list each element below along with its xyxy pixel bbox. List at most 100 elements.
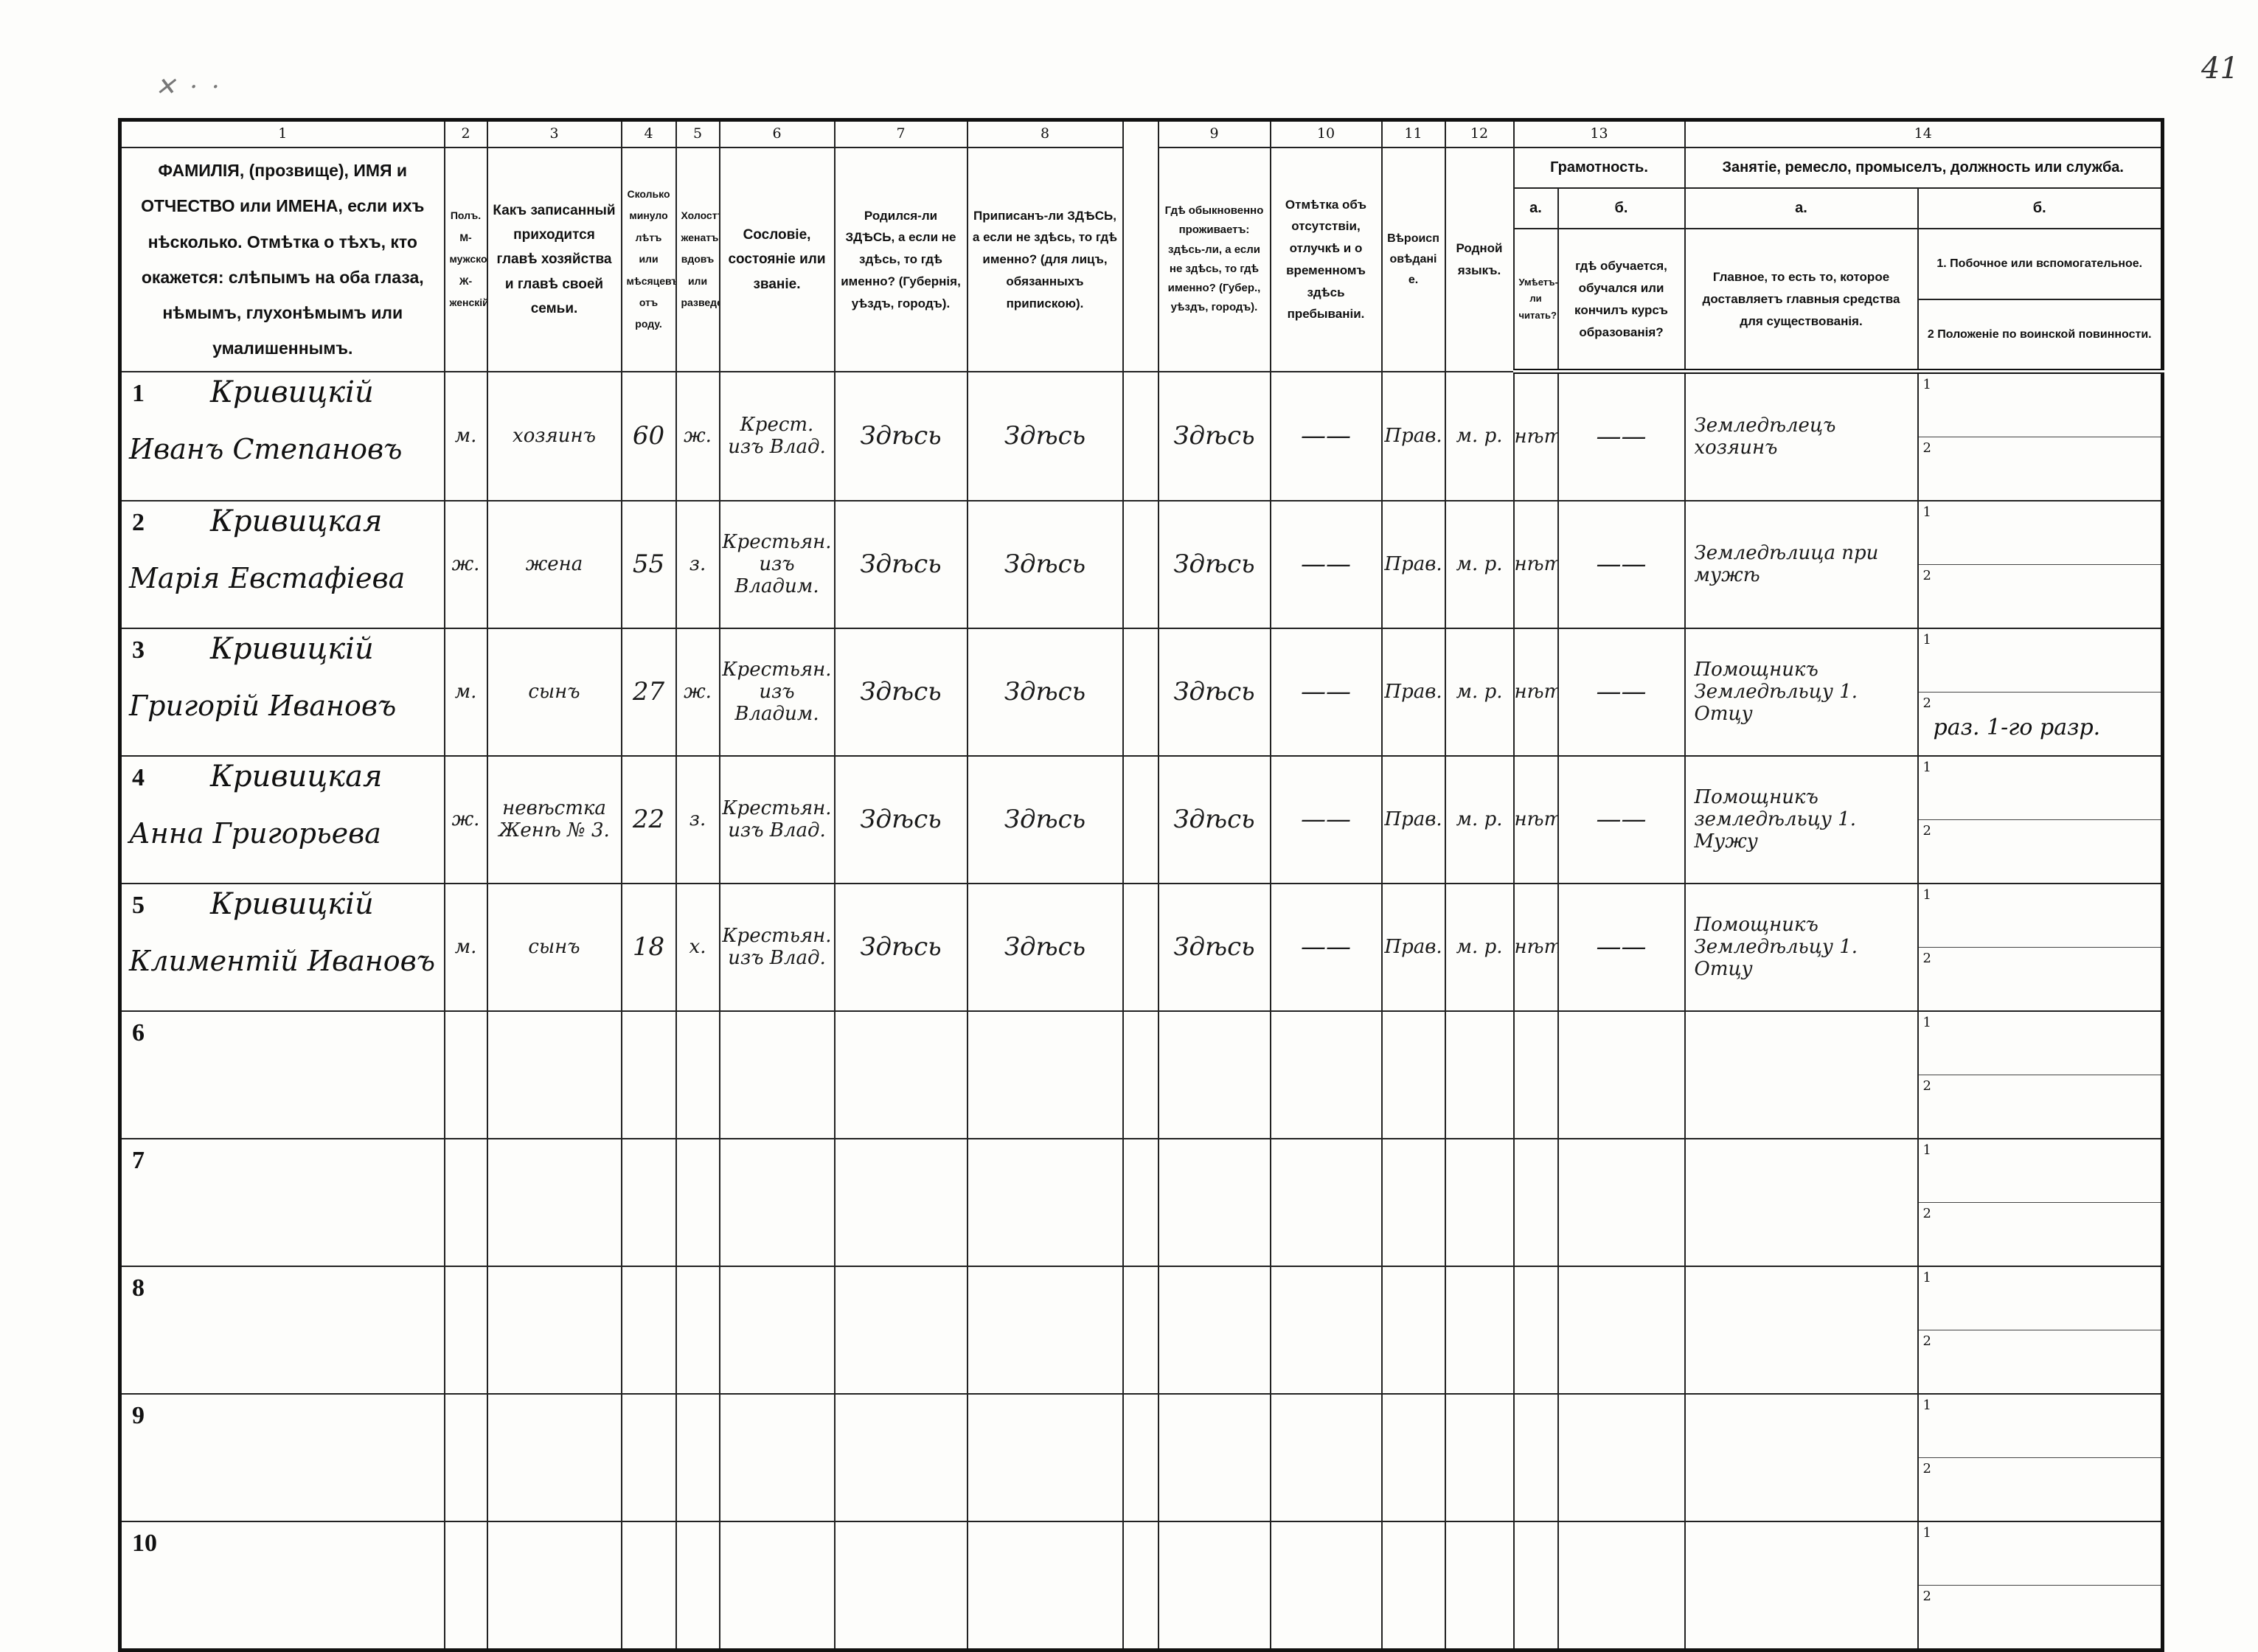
header-titles-row: ФАМИЛІЯ, (прозвище), ИМЯ и ОТЧЕСТВО или … bbox=[119, 146, 2164, 372]
header-registered: Приписанъ-ли ЗДѢСЬ, а если не здѣсь, то … bbox=[966, 147, 1124, 372]
marital-cell bbox=[675, 1393, 720, 1523]
line-label: 2 bbox=[1922, 1588, 1931, 1604]
birthplace-cell: Здѣсь bbox=[833, 755, 968, 885]
row-number: 9 bbox=[132, 1402, 145, 1430]
birthplace-cell: Здѣсь bbox=[833, 370, 968, 502]
military-status-line: 2 раз. 1-го разр. bbox=[1920, 693, 2161, 755]
gutter-cell bbox=[1122, 628, 1159, 757]
table-row: 4 Кривицкая Анна Григорьева ж. невѣстка Женѣ… bbox=[119, 755, 2164, 885]
row-number: 7 bbox=[132, 1147, 145, 1175]
education-cell: —— bbox=[1557, 883, 1686, 1013]
sex-cell bbox=[443, 1393, 488, 1523]
surname: Кривицкая bbox=[210, 504, 383, 539]
name-cell: 1 Кривицкій Иванъ Степановъ bbox=[119, 370, 445, 502]
religion-cell: Прав. bbox=[1380, 628, 1446, 757]
header-main-occupation: Главное, то есть то, которое доставляетъ… bbox=[1684, 228, 1919, 375]
age-cell: 18 bbox=[620, 883, 677, 1013]
gutter-cell bbox=[1122, 370, 1159, 502]
literacy-cell: нѣтъ bbox=[1512, 755, 1559, 885]
literacy-cell bbox=[1512, 1010, 1559, 1140]
language-cell: м. р. bbox=[1444, 628, 1515, 757]
name-cell: 8 bbox=[119, 1266, 445, 1395]
estate-cell: Крестьян. изъ Владим. bbox=[718, 628, 836, 757]
col-number-5: 5 bbox=[675, 119, 720, 148]
table-header: 1 2 3 4 5 6 7 8 9 10 11 12 13 14 ФАМИЛІЯ… bbox=[119, 119, 2164, 375]
language-cell: м. р. bbox=[1444, 883, 1515, 1013]
table-row: 2 Кривицкая Марія Евстафіева ж. жена 55 з. Крес… bbox=[119, 500, 2164, 630]
relation-cell bbox=[486, 1010, 622, 1140]
gutter-cell bbox=[1122, 1521, 1159, 1651]
col-number-11: 11 bbox=[1380, 119, 1446, 148]
education-cell bbox=[1557, 1521, 1686, 1651]
birthplace-cell bbox=[833, 1393, 968, 1523]
absence-cell: —— bbox=[1269, 755, 1383, 885]
sex-cell: м. bbox=[443, 370, 488, 502]
age-cell: 60 bbox=[620, 370, 677, 502]
secondary-occupation-cell: 1 2 bbox=[1917, 1010, 2164, 1140]
given-name-patronymic: Климентій Ивановъ bbox=[129, 945, 436, 978]
religion-cell bbox=[1380, 1521, 1446, 1651]
line-label: 2 bbox=[1922, 1333, 1931, 1349]
registered-cell: Здѣсь bbox=[966, 628, 1124, 757]
header-13a-label: а. bbox=[1512, 187, 1559, 230]
line-label: 2 bbox=[1922, 950, 1931, 966]
age-cell bbox=[620, 1138, 677, 1268]
surname: Кривицкій bbox=[210, 887, 374, 922]
secondary-occupation-line: 1 bbox=[1919, 1523, 2161, 1586]
language-cell bbox=[1444, 1266, 1515, 1395]
absence-cell bbox=[1269, 1393, 1383, 1523]
religion-cell bbox=[1380, 1266, 1446, 1395]
estate-cell bbox=[718, 1266, 836, 1395]
line-label: 1 bbox=[1922, 1398, 1931, 1414]
table-row: 10 1 2 bbox=[119, 1521, 2164, 1651]
row-number: 1 bbox=[132, 379, 145, 407]
relation-cell bbox=[486, 1521, 622, 1651]
line-label: 2 bbox=[1922, 695, 1931, 711]
line-label: 1 bbox=[1922, 1015, 1931, 1031]
margin-marks: ✕ · · bbox=[155, 72, 223, 102]
language-cell bbox=[1444, 1010, 1515, 1140]
occupation-cell: Земледѣлица при мужѣ bbox=[1684, 500, 1919, 630]
row-number: 3 bbox=[132, 636, 145, 664]
occupation-cell bbox=[1684, 1010, 1919, 1140]
religion-cell bbox=[1380, 1010, 1446, 1140]
gutter-cell bbox=[1122, 1010, 1159, 1140]
relation-cell: жена bbox=[486, 500, 622, 630]
line-label: 2 bbox=[1922, 1205, 1931, 1221]
occupation-cell bbox=[1684, 1138, 1919, 1268]
line-label: 1 bbox=[1922, 760, 1931, 776]
page-number: 41 bbox=[2201, 52, 2239, 86]
header-marital: Холостъ, женатъ, вдовъ или разведенъ. bbox=[675, 147, 720, 372]
marital-cell: х. bbox=[675, 883, 720, 1013]
marital-cell: ж. bbox=[675, 628, 720, 757]
registered-cell bbox=[966, 1521, 1124, 1651]
col-number-14: 14 bbox=[1684, 119, 2164, 148]
military-status-line: 2 bbox=[1920, 820, 2161, 883]
gutter-cell bbox=[1122, 755, 1159, 885]
row-number: 10 bbox=[132, 1530, 157, 1558]
relation-cell: сынъ bbox=[486, 883, 622, 1013]
col-number-9: 9 bbox=[1157, 119, 1271, 148]
sex-cell: м. bbox=[443, 628, 488, 757]
header-language: Родной языкъ. bbox=[1444, 147, 1515, 372]
estate-cell: Крестьян. изъ Владим. bbox=[718, 500, 836, 630]
military-status-line: 2 bbox=[1920, 437, 2161, 500]
estate-cell: Крестьян. изъ Влад. bbox=[718, 883, 836, 1013]
secondary-occupation-cell: 1 2 bbox=[1917, 1393, 2164, 1523]
line-label: 1 bbox=[1922, 377, 1931, 393]
table-row: 7 1 2 bbox=[119, 1138, 2164, 1268]
line-label: 2 bbox=[1922, 567, 1931, 583]
table-row: 5 Кривицкій Климентій Ивановъ м. сынъ 18 х. Кре… bbox=[119, 883, 2164, 1013]
line-label: 2 bbox=[1922, 822, 1931, 839]
registered-cell: Здѣсь bbox=[966, 370, 1124, 502]
absence-cell bbox=[1269, 1138, 1383, 1268]
sex-cell bbox=[443, 1521, 488, 1651]
birthplace-cell bbox=[833, 1521, 968, 1651]
residence-cell: Здѣсь bbox=[1157, 755, 1271, 885]
military-status-value: раз. 1-го разр. bbox=[1933, 714, 2101, 740]
header-absence: Отмѣтка объ отсутствіи, отлучкѣ и о врем… bbox=[1269, 147, 1383, 372]
residence-cell bbox=[1157, 1010, 1271, 1140]
marital-cell: з. bbox=[675, 755, 720, 885]
occupation-cell: Земледѣлецъ хозяинъ bbox=[1684, 370, 1919, 502]
surname: Кривицкая bbox=[210, 760, 383, 794]
